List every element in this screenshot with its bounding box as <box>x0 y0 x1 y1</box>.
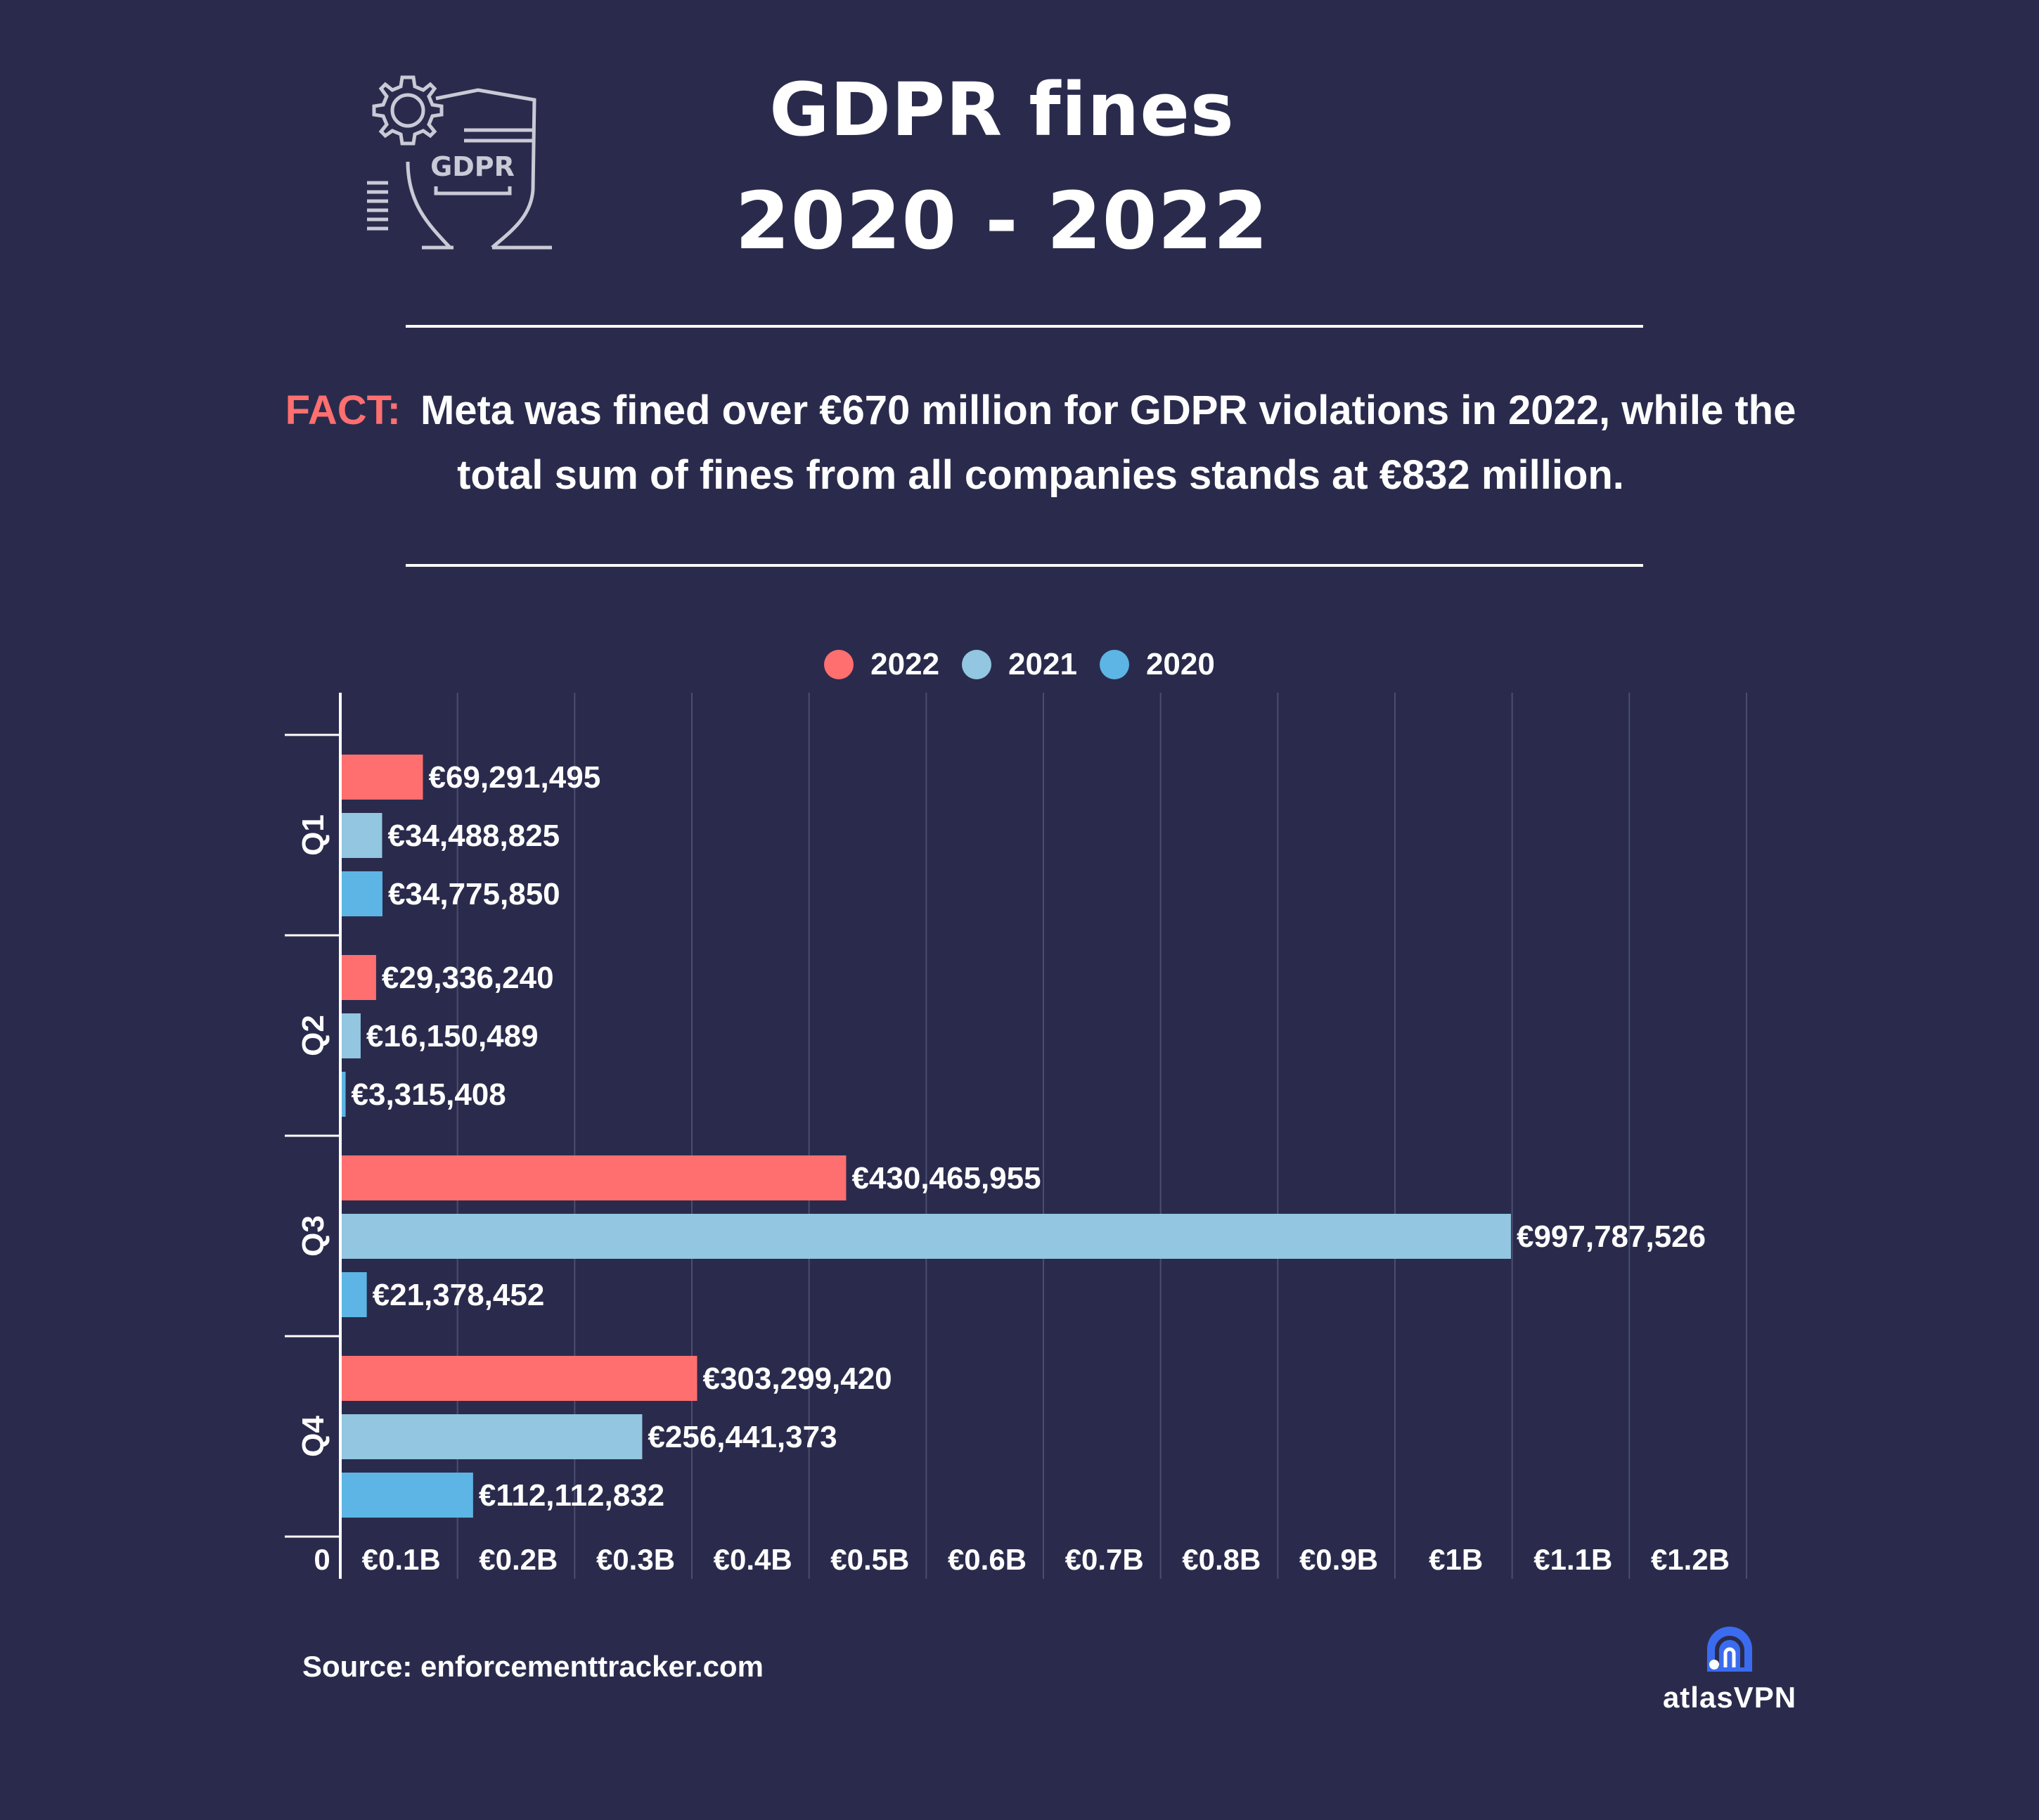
category-label: Q1 <box>296 814 330 856</box>
bar <box>342 1155 847 1200</box>
brand: atlasVPN <box>1656 1621 1803 1715</box>
x-tick-label: €1B <box>1429 1543 1483 1576</box>
gdpr-shield-gear-icon: GDPR <box>367 75 552 250</box>
data-label: €16,150,489 <box>366 1019 539 1053</box>
bar <box>342 755 423 800</box>
bar <box>342 1072 346 1117</box>
legend-item-2021: 2021 <box>962 647 1077 682</box>
data-label: €21,378,452 <box>373 1278 545 1312</box>
page-subtitle: 2020 - 2022 <box>735 176 1269 267</box>
bar <box>342 1473 473 1518</box>
bar <box>342 955 376 1000</box>
data-label: €256,441,373 <box>648 1420 837 1454</box>
bar <box>342 1013 361 1058</box>
x-tick-label: €0.3B <box>596 1543 675 1576</box>
divider-top <box>406 325 1643 328</box>
x-tick-label: 0 <box>314 1543 330 1576</box>
data-label: €29,336,240 <box>382 961 554 995</box>
chart-legend: 2022 2021 2020 <box>0 647 2039 682</box>
legend-swatch-2022 <box>824 650 854 679</box>
page-title: GDPR fines <box>769 67 1235 153</box>
legend-label-2021: 2021 <box>1008 647 1077 681</box>
x-tick-label: €0.4B <box>714 1543 792 1576</box>
bar <box>342 1214 1511 1259</box>
x-tick-label: €0.2B <box>479 1543 558 1576</box>
bar <box>342 1356 697 1401</box>
category-label: Q3 <box>296 1215 330 1257</box>
x-tick-label: €0.1B <box>362 1543 441 1576</box>
x-tick-label: €0.8B <box>1182 1543 1261 1576</box>
data-label: €69,291,495 <box>428 760 600 795</box>
atlasvpn-logo-icon <box>1707 1627 1752 1672</box>
x-tick-label: €0.7B <box>1065 1543 1144 1576</box>
legend-label-2022: 2022 <box>870 647 940 681</box>
category-label: Q4 <box>296 1416 330 1457</box>
bar <box>342 813 382 858</box>
source-note: Source: enforcementtracker.com <box>302 1650 764 1683</box>
data-label: €34,488,825 <box>387 819 560 853</box>
data-label: €430,465,955 <box>851 1161 1041 1196</box>
fact-text: Meta was fined over €670 million for GDP… <box>420 387 1796 498</box>
legend-item-2020: 2020 <box>1099 647 1215 682</box>
x-tick-label: €0.6B <box>948 1543 1027 1576</box>
legend-swatch-2020 <box>1099 650 1129 679</box>
category-label: Q2 <box>296 1015 330 1056</box>
data-label: €997,787,526 <box>1517 1219 1706 1254</box>
data-label: €303,299,420 <box>702 1361 892 1396</box>
data-label: €34,775,850 <box>388 877 560 911</box>
legend-swatch-2021 <box>962 650 992 679</box>
fact-callout: FACT: Meta was fined over €670 million fo… <box>239 378 1842 508</box>
bar <box>342 871 382 916</box>
x-tick-label: €0.5B <box>830 1543 909 1576</box>
divider-bottom <box>406 564 1643 567</box>
x-tick-label: €1.1B <box>1533 1543 1612 1576</box>
legend-item-2022: 2022 <box>824 647 939 682</box>
x-tick-label: €1.2B <box>1651 1543 1730 1576</box>
data-label: €3,315,408 <box>352 1077 506 1112</box>
fact-label: FACT: <box>285 387 401 433</box>
bar <box>342 1272 367 1317</box>
legend-label-2020: 2020 <box>1145 647 1215 681</box>
logo-text: GDPR <box>430 151 515 182</box>
bar <box>342 1414 643 1459</box>
data-label: €112,112,832 <box>479 1478 664 1513</box>
x-tick-label: €0.9B <box>1299 1543 1378 1576</box>
brand-name: atlasVPN <box>1662 1681 1797 1714</box>
